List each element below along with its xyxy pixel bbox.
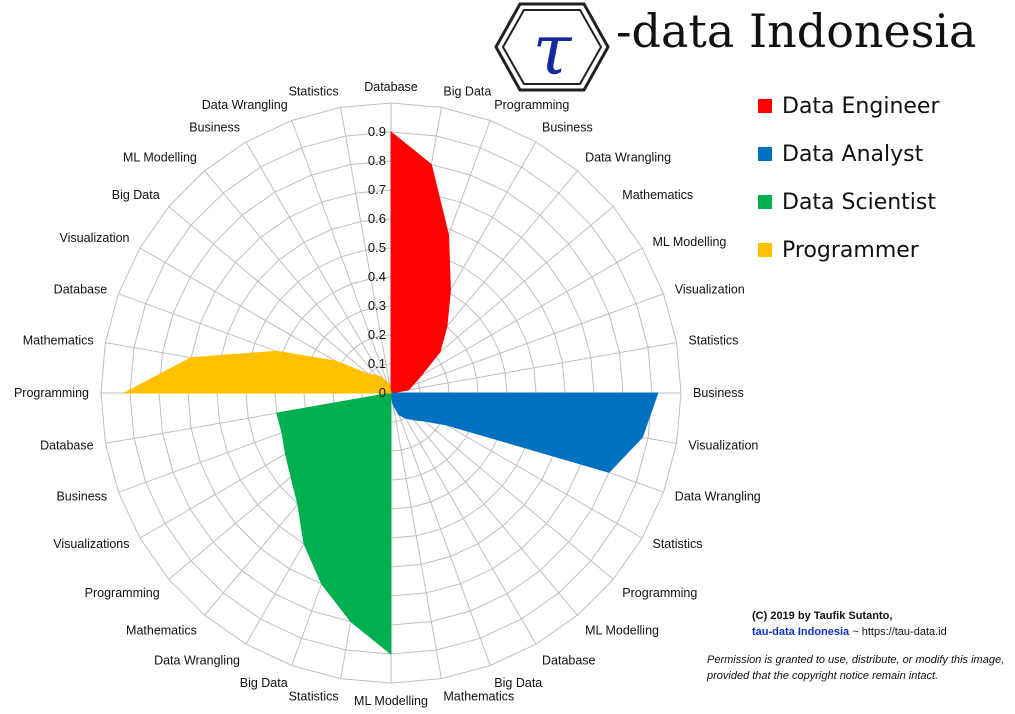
legend-label: Data Engineer <box>782 93 940 119</box>
category-label: Programming <box>494 98 569 112</box>
permission-notice: Permission is granted to use, distribute… <box>707 654 1005 682</box>
category-label: Database <box>40 438 94 452</box>
category-label: Statistics <box>653 537 703 551</box>
legend-swatch <box>758 99 772 113</box>
category-label: Programming <box>85 586 160 600</box>
category-label: Mathematics <box>126 623 197 637</box>
chart-legend: Data Engineer Data Analyst Data Scientis… <box>758 82 940 274</box>
tau-logo: τ <box>494 2 610 92</box>
category-label: Visualizations <box>53 537 129 551</box>
legend-item: Data Engineer <box>758 82 940 130</box>
brand-title: -data Indonesia <box>616 4 977 58</box>
grid-spoke <box>390 392 491 666</box>
category-labels: Database Big DataProgrammingBusinessData … <box>14 80 761 708</box>
category-label: Data Wrangling <box>585 151 671 165</box>
tick-label: 0.4 <box>368 269 386 284</box>
tau-icon: τ <box>533 9 573 91</box>
grid-spoke <box>340 107 392 394</box>
category-label: Visualization <box>60 231 130 245</box>
credit-org: tau-data Indonesia <box>752 626 850 638</box>
category-label: Database <box>364 80 418 94</box>
category-label: Big Data <box>240 676 288 690</box>
tick-label: 0.6 <box>368 211 386 226</box>
category-label: Mathematics <box>622 188 693 202</box>
legend-swatch <box>758 195 772 209</box>
category-label: Visualization <box>688 438 758 452</box>
category-label: Business <box>189 121 240 135</box>
chart-series <box>123 131 659 655</box>
category-label: ML Modelling <box>354 694 428 708</box>
grid-spoke <box>390 392 537 645</box>
category-label: Database <box>542 654 596 668</box>
category-label: Database <box>54 283 108 297</box>
tick-label: 0.7 <box>368 182 386 197</box>
category-label: Statistics <box>289 689 339 703</box>
grid-spoke <box>390 392 614 580</box>
legend-label: Data Scientist <box>782 189 936 215</box>
legend-item: Data Analyst <box>758 130 940 178</box>
series-area <box>390 131 451 394</box>
category-label: Business <box>542 121 593 135</box>
legend-label: Data Analyst <box>782 141 924 167</box>
category-label: Big Data <box>443 85 491 99</box>
grid-spoke <box>204 170 392 394</box>
category-label: Statistics <box>289 85 339 99</box>
series-area <box>123 350 392 394</box>
category-label: Data Wrangling <box>202 98 288 112</box>
credit-author: (C) 2019 by Taufik Sutanto, <box>752 610 893 622</box>
legend-swatch <box>758 147 772 161</box>
category-label: Big Data <box>494 676 542 690</box>
category-label: ML Modelling <box>585 623 659 637</box>
tick-label: 0.1 <box>368 356 386 371</box>
tick-label: 0.9 <box>368 124 386 139</box>
grid-spoke <box>390 392 578 616</box>
tick-label: 0.8 <box>368 153 386 168</box>
grid-spoke <box>168 206 392 394</box>
category-label: Big Data <box>112 188 160 202</box>
category-label: Business <box>693 386 744 400</box>
credit-url[interactable]: https://tau-data.id <box>861 626 947 638</box>
credit-separator: ~ <box>849 626 862 638</box>
category-label: Visualization <box>675 283 745 297</box>
grid-spoke <box>390 293 664 394</box>
category-label: ML Modelling <box>123 151 197 165</box>
series-area <box>276 392 392 655</box>
legend-label: Programmer <box>782 237 919 263</box>
category-label: Programming <box>14 386 89 400</box>
category-label: Statistics <box>688 334 738 348</box>
category-label: Data Wrangling <box>154 654 240 668</box>
category-label: Programming <box>622 586 697 600</box>
copyright-credit: (C) 2019 by Taufik Sutanto, tau-data Ind… <box>752 608 947 640</box>
tick-label: 0.2 <box>368 327 386 342</box>
grid-spoke <box>390 392 442 679</box>
grid-spoke <box>390 247 643 394</box>
tick-label: 0 <box>379 385 386 400</box>
category-label: ML Modelling <box>653 235 727 249</box>
tick-label: 0.3 <box>368 298 386 313</box>
grid-spoke <box>291 120 392 394</box>
category-label: Data Wrangling <box>675 489 761 503</box>
series-area <box>390 392 659 473</box>
grid-spoke <box>245 141 392 394</box>
category-label: Business <box>56 489 107 503</box>
category-label: Mathematics <box>23 334 94 348</box>
category-label: Mathematics <box>443 689 514 703</box>
legend-item: Programmer <box>758 226 940 274</box>
legend-swatch <box>758 243 772 257</box>
tick-label: 0.5 <box>368 240 386 255</box>
grid-spoke <box>390 342 677 394</box>
tick-labels: 0 0.1 0.2 0.3 0.4 0.5 0.6 0.7 0.8 0.9 <box>368 124 386 400</box>
legend-item: Data Scientist <box>758 178 940 226</box>
